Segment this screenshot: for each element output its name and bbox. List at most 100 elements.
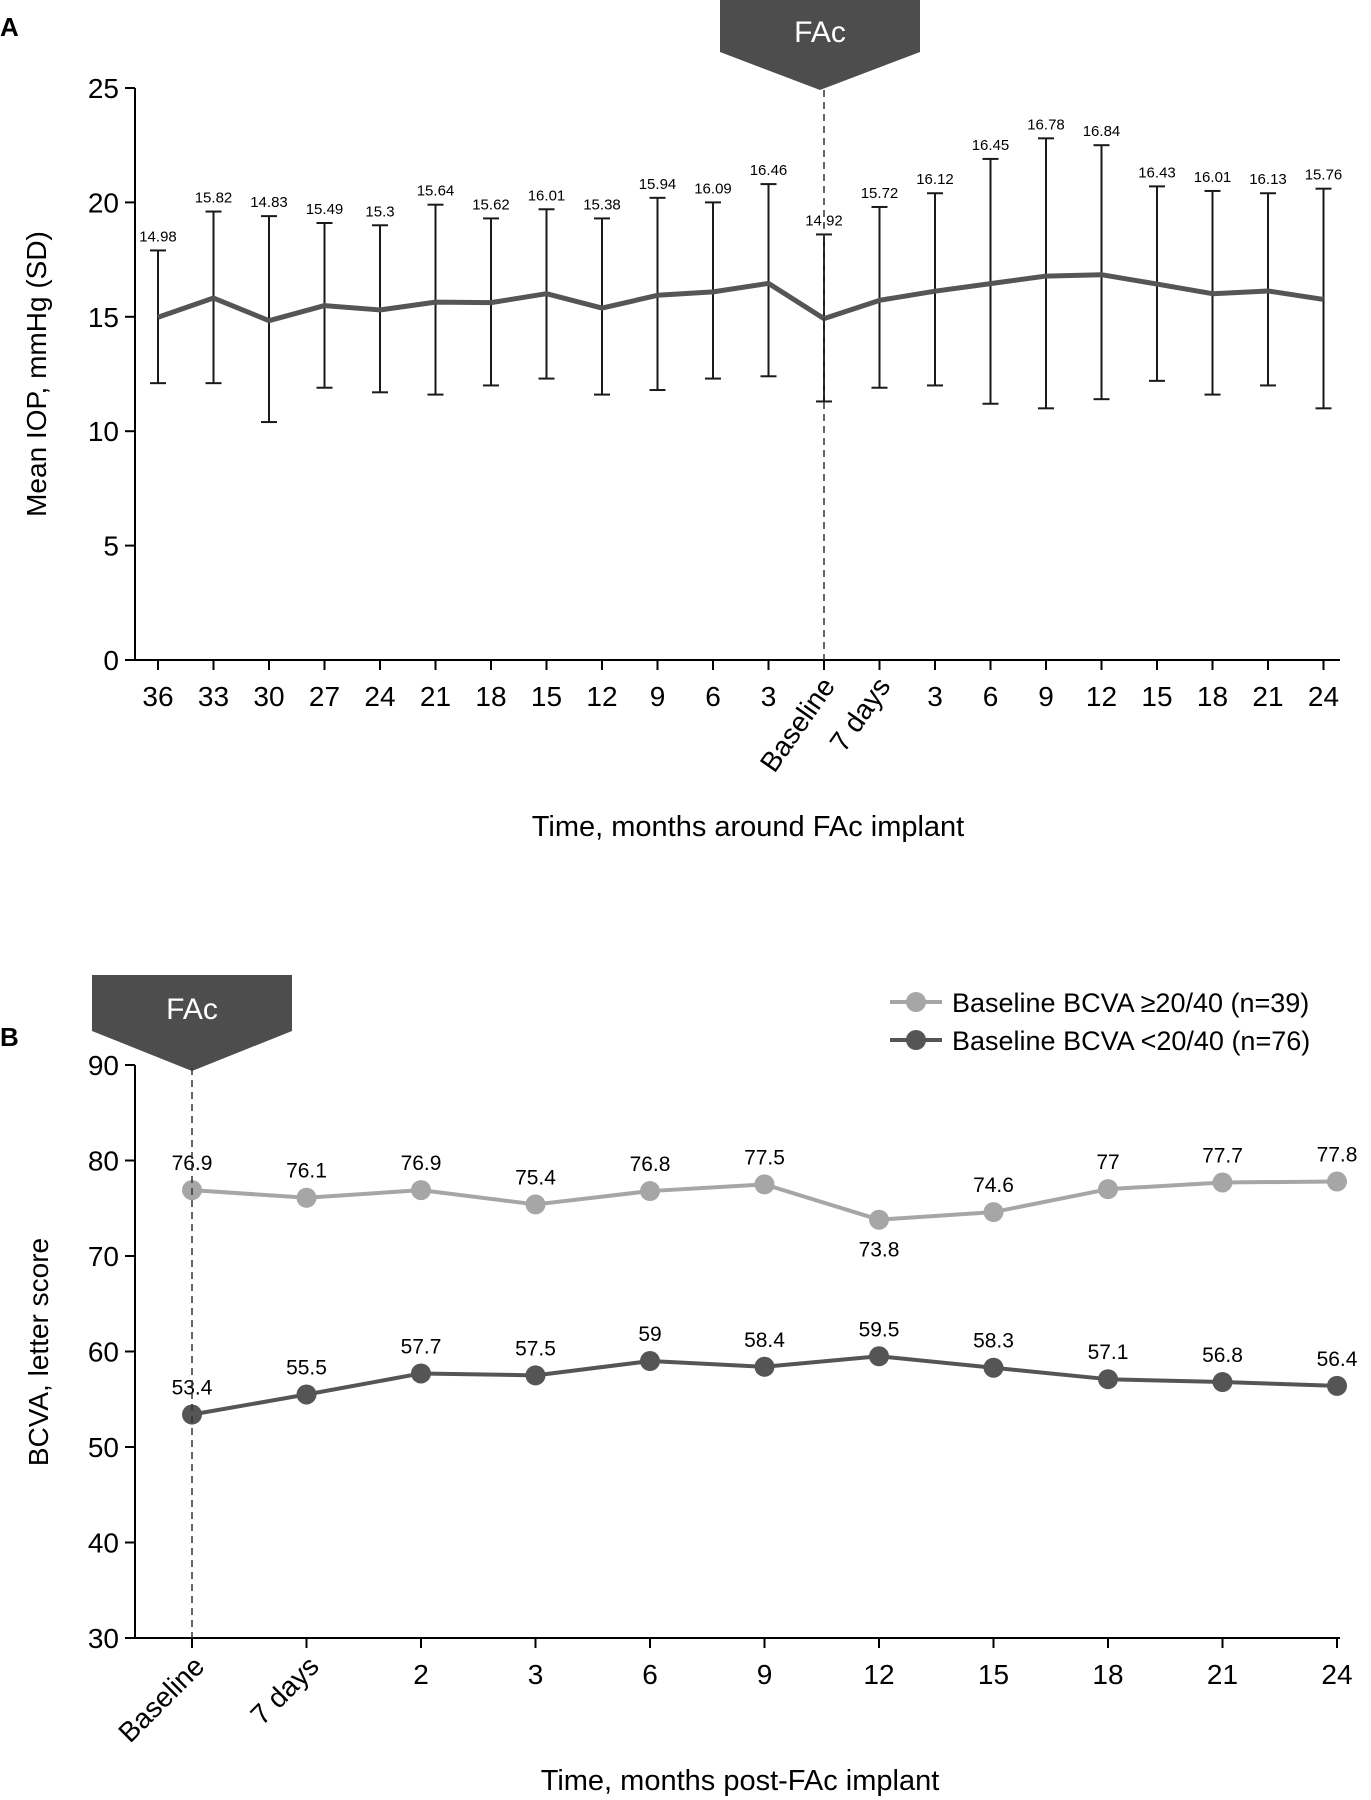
data-label-b-1: 59.5 (859, 1318, 900, 1341)
data-label-a: 16.45 (972, 137, 1010, 154)
y-tick-label-b: 80 (88, 1146, 119, 1177)
x-tick-label-a: 21 (420, 681, 451, 712)
data-label-b-1: 58.3 (973, 1330, 1014, 1353)
data-label-a: 16.01 (1194, 169, 1232, 186)
data-label-b-0: 76.8 (630, 1153, 671, 1176)
series-point-b-0 (1212, 1172, 1233, 1193)
data-label-b-1: 58.4 (744, 1329, 785, 1352)
data-label-a: 16.78 (1027, 116, 1065, 133)
y-tick-label-a: 10 (88, 416, 119, 447)
x-tick-label-a: 21 (1252, 681, 1283, 712)
data-label-a: 15.94 (639, 176, 677, 193)
series-point-b-1 (525, 1365, 546, 1386)
y-tick-label-b: 70 (88, 1241, 119, 1272)
data-label-a: 15.3 (365, 203, 394, 220)
fac-banner-a: FAc (720, 0, 920, 90)
series-point-b-1 (411, 1363, 431, 1384)
data-label-a: 16.84 (1083, 123, 1121, 140)
data-label-b-1: 57.5 (515, 1337, 556, 1360)
y-tick-label-b: 90 (88, 1050, 119, 1081)
series-point-b-1 (640, 1351, 660, 1372)
data-label-a: 16.13 (1249, 171, 1287, 188)
data-label-a: 16.01 (528, 187, 566, 204)
y-tick-label-b: 60 (88, 1337, 119, 1368)
series-point-b-0 (869, 1209, 889, 1230)
series-point-b-1 (1212, 1372, 1233, 1393)
data-label-a: 14.98 (139, 228, 177, 245)
data-label-b-1: 59 (638, 1323, 661, 1346)
data-label-a: 15.38 (583, 196, 621, 213)
iop-line-a (157, 272, 1324, 324)
x-tick-label-a: 24 (364, 681, 395, 712)
panel-a-label: A (0, 12, 19, 42)
data-label-a: 15.72 (861, 185, 899, 202)
data-label-a: 15.64 (417, 183, 455, 200)
x-tick-label-a: 36 (142, 681, 173, 712)
y-ticks-b: 30 40 50 60 70 80 90 (88, 1050, 135, 1654)
data-label-b-1: 56.4 (1317, 1348, 1358, 1371)
series-point-b-1 (296, 1384, 317, 1405)
x-tick-label-a: 27 (309, 681, 340, 712)
data-label-a: 14.83 (250, 194, 288, 211)
y-tick-label-b: 40 (88, 1528, 119, 1559)
x-tick-label-a: 9 (650, 681, 666, 712)
x-tick-label-a: 30 (253, 681, 284, 712)
series-point-b-1 (754, 1356, 775, 1377)
y-ticks-a: 0 5 10 15 20 25 (88, 73, 135, 676)
x-tick-label-b: 9 (757, 1659, 773, 1690)
x-axis-title-b: Time, months post-FAc implant (541, 1765, 940, 1797)
y-tick-label-b: 50 (88, 1432, 119, 1463)
y-tick-label-a: 20 (88, 187, 119, 218)
x-tick-label-a: 12 (586, 681, 617, 712)
x-tick-label-b: 2 (413, 1659, 429, 1690)
data-label-a: 15.62 (472, 196, 510, 213)
data-label-a: 15.76 (1305, 167, 1343, 184)
x-tick-label-b: 15 (978, 1659, 1009, 1690)
x-tick-label-a: 18 (475, 681, 506, 712)
series-point-b-0 (411, 1180, 431, 1201)
x-tick-label-b: 21 (1207, 1659, 1238, 1690)
y-tick-label-a: 15 (88, 302, 119, 333)
series-point-b-1 (1327, 1375, 1347, 1396)
series-point-b-0 (296, 1187, 317, 1208)
series-b (182, 1171, 1347, 1425)
data-label-b-0: 76.1 (286, 1160, 327, 1183)
data-label-b-0: 77 (1096, 1151, 1119, 1174)
fac-banner-b-shape (92, 975, 292, 1071)
series-point-b-1 (983, 1357, 1004, 1378)
fac-banner-a-shape (720, 0, 920, 90)
legend-marker-0 (906, 992, 926, 1012)
y-tick-label-b: 30 (88, 1623, 119, 1654)
data-label-b-0: 76.9 (172, 1152, 213, 1175)
x-tick-label-b: 18 (1092, 1659, 1123, 1690)
y-tick-label-a: 25 (88, 73, 119, 104)
x-tick-label-b: 3 (528, 1659, 544, 1690)
x-axis-title-a: Time, months around FAc implant (532, 811, 965, 843)
y-tick-label-a: 0 (103, 645, 119, 676)
x-tick-label-b: 24 (1321, 1659, 1352, 1690)
y-axis-title-a: Mean IOP, mmHg (SD) (21, 231, 52, 517)
x-tick-label-a: 3 (761, 681, 777, 712)
data-label-b-1: 53.4 (172, 1377, 213, 1400)
panel-b-label: B (0, 1022, 19, 1052)
data-label-a: 16.46 (750, 162, 788, 179)
series-point-b-0 (1098, 1179, 1118, 1200)
x-tick-label-a: 6 (705, 681, 721, 712)
fac-banner-b: FAc (92, 975, 292, 1071)
data-label-b-1: 56.8 (1202, 1344, 1243, 1367)
legend-label-0: Baseline BCVA ≥20/40 (n=39) (952, 988, 1309, 1018)
y-axis-title-b: BCVA, letter score (23, 1238, 54, 1466)
data-label-b-0: 77.8 (1317, 1144, 1358, 1167)
data-label-b-1: 57.1 (1088, 1341, 1129, 1364)
series-point-b-0 (983, 1202, 1004, 1223)
series-point-b-0 (1327, 1171, 1347, 1192)
x-tick-label-a: 18 (1197, 681, 1228, 712)
data-label-a: 16.09 (694, 180, 732, 197)
x-tick-label-a: 6 (983, 681, 999, 712)
data-label-b-0: 75.4 (515, 1166, 556, 1189)
x-tick-label-a: 15 (531, 681, 562, 712)
x-tick-label-a: 24 (1308, 681, 1339, 712)
series-point-b-0 (525, 1194, 546, 1215)
fac-banner-b-text: FAc (166, 993, 218, 1026)
data-label-b-1: 57.7 (401, 1335, 442, 1358)
